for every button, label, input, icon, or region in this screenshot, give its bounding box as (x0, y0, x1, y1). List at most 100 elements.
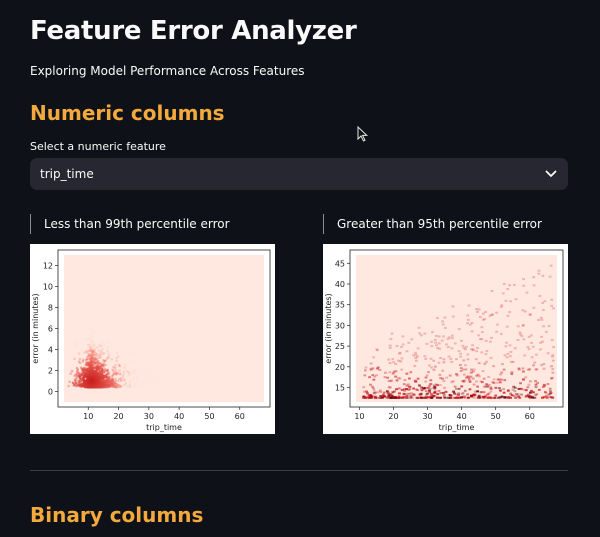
heatmap-cell (102, 293, 105, 296)
heatmap-cell (104, 379, 108, 382)
heatmap-cell (484, 311, 487, 314)
heatmap-cell (103, 383, 106, 386)
heatmap-cell (90, 336, 93, 339)
heatmap-cell (104, 327, 107, 330)
heatmap-cell (536, 381, 540, 384)
heatmap-cell (114, 378, 117, 381)
heatmap-cell (503, 379, 507, 382)
heatmap-cell (472, 383, 476, 386)
heatmap-cell (483, 318, 487, 321)
heatmap-cell (407, 341, 411, 344)
heatmap-cell (462, 347, 466, 350)
x-tick-label: 30 (422, 412, 432, 421)
heatmap-cell (541, 340, 544, 343)
heatmap-cell (530, 356, 534, 359)
heatmap-cell (115, 359, 118, 362)
heatmap-cell (83, 338, 87, 341)
heatmap-cell (89, 348, 92, 352)
heatmap-cell (416, 355, 419, 358)
heatmap-cell (455, 373, 458, 376)
heatmap-cell (451, 315, 455, 318)
numeric-feature-select[interactable]: trip_time (30, 158, 568, 190)
heatmap-cell (454, 393, 458, 396)
heatmap-cell (502, 391, 506, 394)
heatmap-cell (528, 391, 532, 394)
heatmap-cell (368, 396, 371, 399)
heatmap-cell (85, 350, 88, 353)
heatmap-cell (410, 394, 413, 397)
heatmap-cell (529, 313, 532, 316)
heatmap-cell (476, 310, 479, 313)
heatmap-cell (499, 373, 502, 376)
heatmap-cell (514, 396, 518, 399)
heatmap-cell (504, 299, 508, 302)
heatmap-cell (527, 393, 530, 396)
heatmap-cell (551, 359, 555, 362)
heatmap-cell (105, 385, 109, 388)
heatmap-cell (114, 383, 117, 386)
heatmap-cell (91, 353, 95, 356)
heatmap-cell (100, 376, 104, 380)
heatmap-cell (90, 366, 93, 369)
heatmap-cell (405, 372, 409, 375)
heatmap-cell (434, 341, 438, 344)
heatmap-cell (93, 357, 96, 360)
heatmap-cell (430, 345, 434, 348)
heatmap-cell (203, 372, 207, 375)
heatmap-cell (498, 396, 502, 399)
heatmap-cell (457, 392, 461, 395)
heatmap-cell (89, 358, 92, 361)
heatmap-cell (383, 376, 387, 379)
heatmap-cell (410, 392, 413, 395)
heatmap-cell (427, 364, 431, 367)
heatmap-cell (400, 388, 404, 391)
heatmap-cell (92, 351, 95, 354)
heatmap-cell (492, 365, 496, 368)
heatmap-cell (405, 396, 409, 399)
heatmap-cell (480, 326, 484, 329)
heatmap-cell (126, 385, 129, 388)
heatmap-cell (121, 376, 124, 379)
heatmap-cell (389, 380, 393, 383)
binary-columns-heading: Binary columns (30, 503, 204, 527)
heatmap-cell (516, 325, 520, 328)
heatmap-cell (528, 395, 532, 398)
heatmap-cell (489, 390, 493, 393)
heatmap-cell (395, 388, 398, 391)
heatmap-cell (499, 332, 503, 335)
heatmap-cell (535, 393, 539, 396)
heatmap-cell (430, 394, 434, 397)
chevron-down-icon[interactable] (544, 167, 558, 181)
heatmap-cell (413, 365, 417, 368)
heatmap-cell (418, 332, 422, 335)
heatmap-cell (480, 381, 484, 384)
heatmap-cell (430, 366, 433, 369)
heatmap-cell (143, 373, 146, 376)
heatmap-cell (98, 372, 101, 375)
heatmap-cell (494, 386, 498, 389)
heatmap-cell (406, 383, 410, 386)
heatmap-cell (123, 366, 126, 369)
heatmap-cell (447, 355, 451, 358)
heatmap-cell (483, 396, 487, 399)
heatmap-cell (420, 389, 424, 392)
heatmap-cell (93, 327, 96, 330)
heatmap-cell (398, 351, 402, 354)
heatmap-cell (86, 350, 89, 353)
heatmap-cell (92, 349, 95, 352)
heatmap-cell (103, 352, 106, 355)
heatmap-cell (91, 350, 94, 353)
heatmap-cell (443, 396, 447, 399)
heatmap-cell (441, 377, 445, 380)
heatmap-cell (488, 314, 492, 317)
heatmap-cell (532, 364, 535, 367)
heatmap-cell (109, 385, 112, 388)
heatmap-cell (500, 371, 504, 374)
heatmap-cell (428, 391, 432, 394)
heatmap-cell (475, 350, 479, 353)
heatmap-cell (541, 396, 544, 399)
heatmap-cell (430, 392, 433, 395)
heatmap-cell (423, 332, 427, 335)
heatmap-cell (414, 359, 418, 362)
heatmap-cell (127, 370, 130, 373)
